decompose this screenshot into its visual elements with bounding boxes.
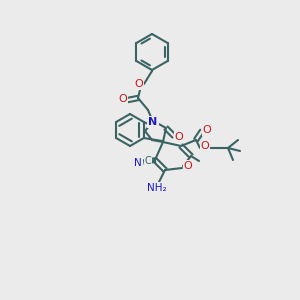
Text: O: O [201, 141, 209, 151]
Text: N: N [134, 158, 142, 168]
Text: O: O [135, 79, 143, 89]
Text: NH₂: NH₂ [147, 183, 167, 193]
Text: O: O [118, 94, 127, 104]
Text: O: O [175, 132, 183, 142]
Text: O: O [202, 125, 211, 135]
Text: C: C [145, 156, 152, 166]
Text: N: N [148, 117, 158, 127]
Text: O: O [184, 161, 192, 171]
